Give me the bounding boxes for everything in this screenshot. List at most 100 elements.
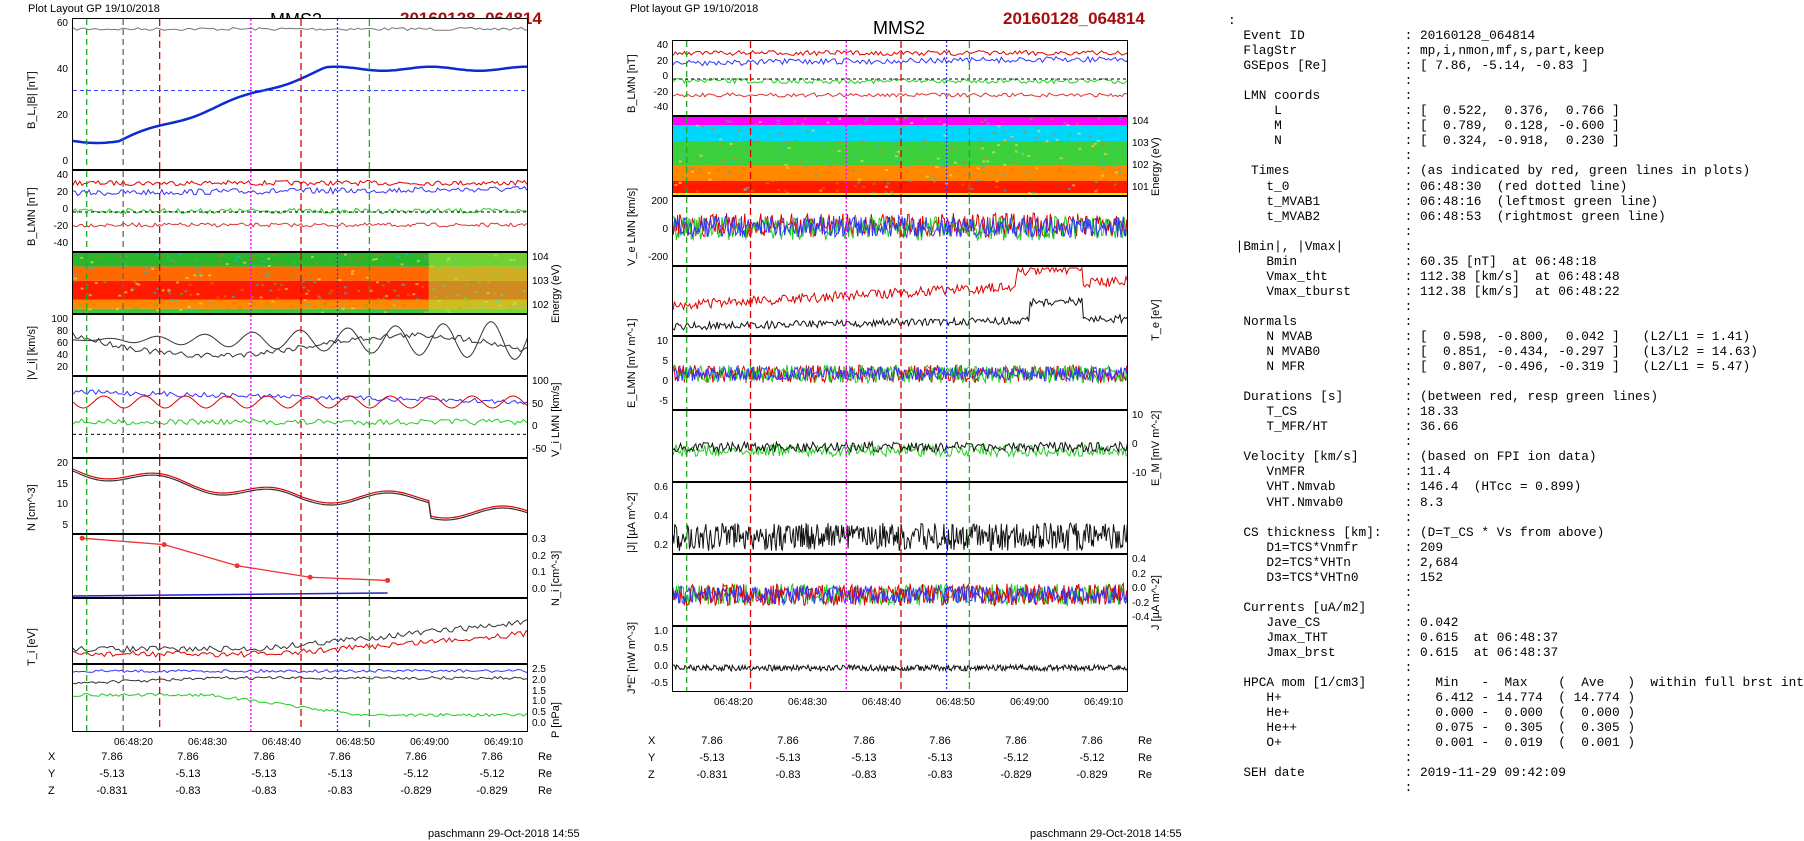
y-tick-label: 2.5 — [532, 664, 546, 675]
spectrogram-pixel — [338, 279, 342, 282]
y-tick-label: 10 — [656, 336, 668, 347]
spectrogram-pixel — [296, 266, 300, 269]
spectrogram-pixel — [825, 160, 829, 163]
time-tick-label: 06:48:50 — [936, 697, 975, 708]
spectrogram-pixel — [1112, 171, 1116, 174]
listing-line: VnMFR : 11.4 — [1228, 464, 1451, 480]
spectrogram-pixel — [244, 309, 248, 312]
spectrogram-pixel — [992, 151, 996, 154]
ephemeris-value: 7.86 — [253, 750, 275, 763]
spectrogram-pixel — [1010, 168, 1014, 171]
spectrogram-pixel — [695, 124, 699, 127]
y-tick-label: 0.6 — [654, 482, 668, 493]
spectrogram-pixel — [785, 166, 789, 169]
spectrogram-pixel — [1057, 163, 1061, 166]
spectrogram-pixel — [794, 124, 798, 127]
spectrogram-pixel — [269, 289, 273, 292]
spectrogram-pixel — [1035, 167, 1039, 170]
spectrogram-pixel — [231, 295, 235, 298]
spectrogram-pixel — [893, 141, 897, 144]
y-tick-label: 20 — [56, 362, 68, 373]
spectrogram-pixel — [406, 293, 410, 296]
spectrogram-pixel — [735, 125, 739, 128]
spectrogram-pixel — [344, 253, 348, 256]
spectrogram-pixel — [746, 186, 750, 189]
left-panel-6 — [72, 458, 528, 534]
spectrogram-pixel — [982, 160, 986, 163]
y-tick-label: 0 — [662, 224, 668, 235]
y-axis-label: V_i LMN [km/s] — [550, 382, 562, 457]
spectrogram-pixel — [137, 283, 141, 286]
spectrogram-pixel — [756, 140, 760, 143]
spectrogram-pixel — [766, 182, 770, 185]
spectrogram-pixel — [193, 258, 197, 261]
spectrogram-pixel — [1118, 117, 1122, 120]
y-tick-label: 200 — [651, 196, 668, 207]
y-tick-label: 0.1 — [532, 567, 546, 579]
spectrogram-pixel — [308, 271, 312, 274]
spectrogram-pixel — [153, 307, 157, 310]
spectrogram-pixel — [1077, 132, 1081, 135]
spectrogram-pixel — [984, 129, 988, 132]
spectrogram-pixel — [169, 299, 173, 302]
series-line — [673, 267, 1127, 311]
spectrogram-pixel — [707, 161, 711, 164]
spectrogram-pixel — [273, 282, 277, 285]
spectrogram-pixel — [377, 254, 381, 257]
ephemeris-row-x: X 7.86 7.86 7.86 7.86 7.86 7.86 Re — [48, 748, 560, 765]
right-footer: paschmann 29-Oct-2018 14:55 — [1030, 828, 1182, 840]
spectrogram-pixel — [90, 261, 94, 264]
y-tick-label: 100 — [51, 314, 68, 325]
spectrogram-pixel — [1094, 181, 1098, 184]
spectrogram-pixel — [935, 165, 939, 168]
spectrogram-pixel — [1091, 147, 1095, 150]
left-panel-1 — [72, 18, 528, 170]
spectrogram-pixel — [1055, 138, 1059, 141]
listing-line: : — [1228, 780, 1413, 796]
listing-line: D2=TCS*VHTn : 2,684 — [1228, 554, 1459, 570]
spectrogram-pixel — [729, 120, 733, 123]
y-tick-label: 0.2 — [1132, 568, 1146, 580]
spectrogram-pixel — [391, 305, 395, 308]
spectrogram-pixel — [210, 282, 214, 285]
spectrogram-pixel — [834, 133, 838, 136]
spectrogram-pixel — [392, 298, 396, 301]
spectrogram-pixel — [252, 265, 256, 268]
y-tick-label: 0.5 — [654, 643, 668, 655]
spectrogram-pixel — [708, 178, 712, 181]
spectrogram-pixel — [161, 289, 165, 292]
spectrogram-pixel — [306, 289, 310, 292]
y-tick-label: 40 — [56, 350, 68, 361]
spectrogram-pixel — [1102, 137, 1106, 140]
spectrogram-pixel — [711, 127, 715, 130]
spectrogram-pixel — [968, 149, 972, 152]
series-line — [673, 49, 1127, 57]
spectrogram-pixel — [80, 287, 84, 290]
spectrogram-pixel — [1003, 163, 1007, 166]
spectrogram-pixel — [344, 267, 348, 270]
spectrogram-pixel — [166, 256, 170, 259]
listing-line: Event ID : 20160128_064814 — [1228, 28, 1536, 44]
spectrogram-pixel — [910, 122, 914, 125]
spectrogram-pixel — [313, 281, 317, 284]
spectrogram-pixel — [179, 309, 183, 312]
spectrogram-pixel — [266, 271, 270, 274]
spectrogram-pixel — [750, 146, 754, 149]
spectrogram-pixel — [926, 176, 930, 179]
y-tick-label: -0.5 — [650, 678, 668, 689]
spectrogram-pixel — [265, 276, 269, 279]
spectrogram-pixel — [1003, 130, 1007, 133]
spectrogram-pixel — [714, 149, 718, 152]
ephemeris-value: -0.829 — [400, 784, 432, 797]
spectrogram-pixel — [674, 184, 678, 187]
spectrogram-pixel — [369, 289, 373, 292]
spectrogram-pixel — [1035, 126, 1039, 129]
series-line — [73, 693, 527, 718]
spectrogram-pixel — [838, 117, 842, 120]
right-panel-9 — [672, 626, 1128, 692]
spectrogram-pixel — [302, 286, 306, 289]
spectrogram-pixel — [785, 141, 789, 144]
listing-line: D1=TCS*Vnmfr : 209 — [1228, 539, 1444, 555]
spectrogram-pixel — [784, 163, 788, 166]
ephemeris-value: Re — [537, 784, 553, 797]
